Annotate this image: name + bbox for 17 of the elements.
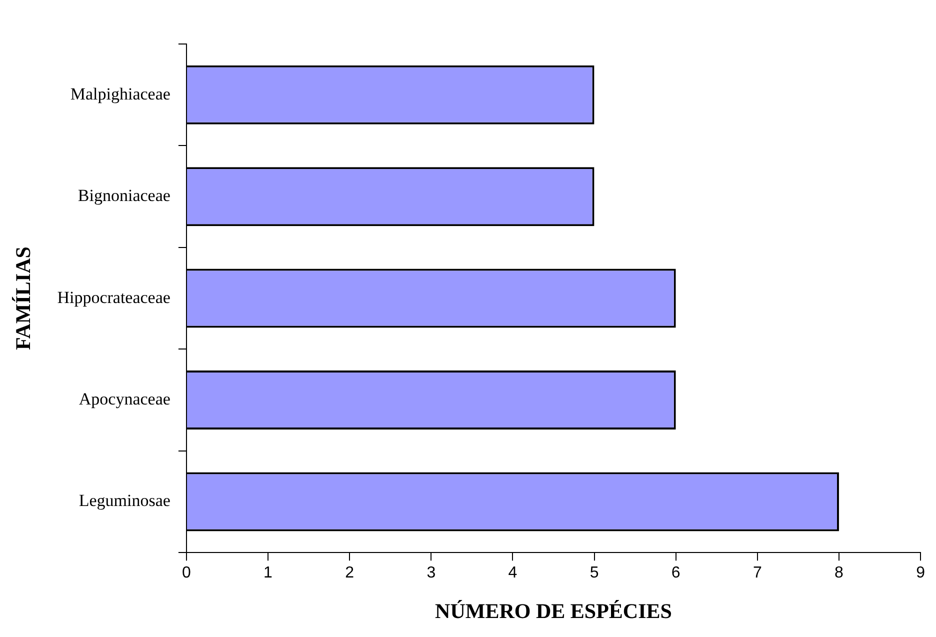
y-tick-label: Apocynaceae	[78, 389, 170, 408]
x-tick-label: 1	[264, 564, 273, 582]
y-tick-label: Malpighiaceae	[70, 84, 170, 104]
y-axis-title: FAMÍLIAS	[11, 246, 36, 350]
x-tick-label: 7	[752, 564, 762, 582]
x-tick-label: 2	[345, 564, 354, 582]
x-tick-label: 9	[916, 564, 926, 582]
y-tick-label: Leguminosae	[78, 491, 170, 510]
x-axis-title: NÚMERO DE ESPÉCIES	[435, 598, 672, 623]
y-tick-label: Bignoniaceae	[78, 186, 170, 206]
x-tick-label: 5	[590, 564, 599, 582]
x-tick-label: 3	[426, 564, 436, 582]
y-tick-label: Hippocrateaceae	[57, 288, 170, 307]
x-tick-label: 6	[671, 564, 680, 582]
x-tick-label: 0	[182, 564, 191, 582]
x-tick-label: 8	[834, 564, 844, 582]
x-tick-label: 4	[508, 564, 518, 582]
